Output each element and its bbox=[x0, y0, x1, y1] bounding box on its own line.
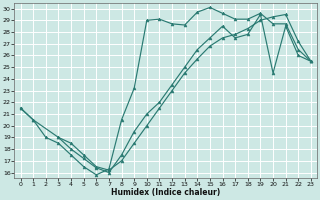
X-axis label: Humidex (Indice chaleur): Humidex (Indice chaleur) bbox=[111, 188, 220, 197]
